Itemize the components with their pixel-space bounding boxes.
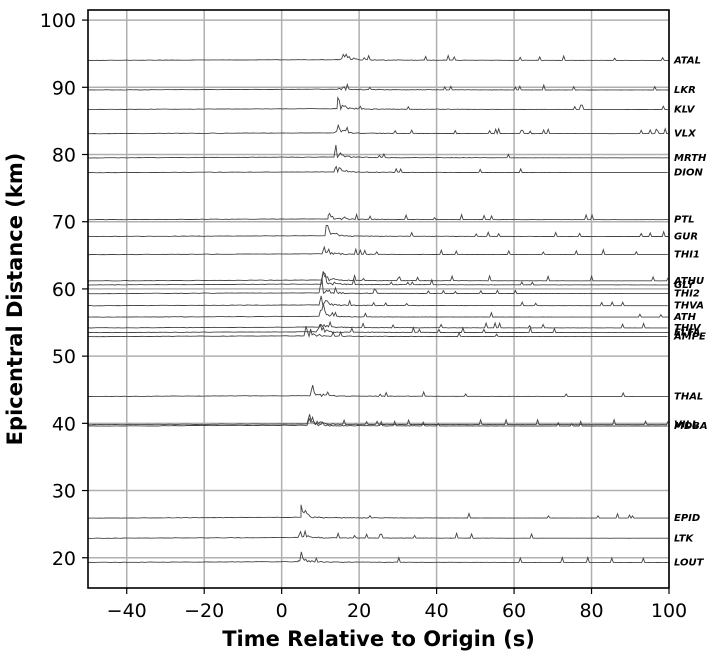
y-axis-label: Epicentral Distance (km) (3, 153, 27, 446)
trace-lout (87, 551, 669, 564)
trace-ath (87, 303, 669, 318)
y-tick-label: 40 (52, 413, 76, 435)
trace-gly (87, 271, 669, 286)
trace-gur (88, 225, 669, 238)
trace-thi1 (87, 245, 668, 256)
plot-frame (87, 9, 670, 589)
station-label-mrth: MRTH (674, 153, 707, 164)
y-tick-label: 90 (52, 77, 76, 99)
trace-thal (87, 384, 669, 398)
y-tick-label: 80 (52, 145, 76, 167)
traces (87, 53, 669, 564)
trace-thi2 (87, 277, 669, 295)
x-tick-label: 80 (579, 600, 603, 622)
trace-dion (87, 165, 668, 174)
trace-lkr (87, 82, 669, 92)
station-label-thal: THAL (674, 392, 703, 403)
station-label-vill: VILL (674, 420, 698, 431)
station-label-ltk: LTK (674, 533, 695, 544)
trace-ltk (87, 529, 669, 539)
trace-ptl (87, 212, 669, 221)
station-label-atal: ATAL (673, 55, 701, 66)
station-label-thi2: THI2 (674, 289, 700, 300)
station-label-thva: THVA (674, 301, 704, 312)
x-tick-label: −20 (184, 600, 224, 622)
station-label-vlx: VLX (674, 129, 697, 140)
trace-atal (87, 53, 669, 61)
trace-mrth (87, 144, 669, 159)
station-label-dion: DION (674, 168, 704, 179)
station-label-elfa: ELFA (674, 328, 700, 339)
y-tick-label: 100 (40, 10, 76, 32)
trace-thiv (87, 320, 668, 329)
station-label-gly: GLY (674, 280, 696, 291)
x-tick-label: 60 (502, 600, 526, 622)
trace-klv (88, 96, 668, 111)
trace-vlx (87, 123, 669, 136)
trace-thva (87, 295, 668, 307)
y-tick-label: 20 (52, 548, 76, 570)
trace-epid (87, 504, 669, 519)
station-label-gur: GUR (674, 232, 698, 243)
station-labels: ATALLKRKLVVLXMRTHDIONPTLGURTHI1ATHUGLYTH… (673, 55, 708, 568)
trace-elfa (87, 323, 669, 334)
y-tick-label: 50 (52, 346, 76, 368)
station-label-ath: ATH (673, 312, 697, 323)
station-label-athu: ATHU (673, 276, 704, 287)
x-tick-label: 40 (425, 600, 449, 622)
trace-ampe (88, 326, 668, 338)
axis-ticks: −40 −20 0 20 40 60 80 100 20 30 40 50 60 70 80 90 100 (40, 10, 687, 622)
station-label-klv: KLV (674, 105, 696, 116)
trace-mdba (87, 417, 668, 427)
x-tick-label: −40 (107, 600, 147, 622)
x-tick-label: 20 (347, 600, 371, 622)
y-tick-label: 30 (52, 481, 76, 503)
x-tick-label: 100 (651, 600, 687, 622)
y-tick-label: 70 (52, 212, 76, 234)
station-label-thiv: THIV (674, 323, 702, 334)
station-label-mdba: MDBA (674, 421, 708, 432)
trace-athu (87, 271, 669, 282)
station-label-epid: EPID (674, 513, 700, 524)
trace-vill (87, 414, 669, 426)
station-label-lout: LOUT (674, 558, 705, 569)
x-axis-label: Time Relative to Origin (s) (222, 627, 535, 651)
station-label-ptl: PTL (674, 215, 695, 226)
station-label-thi1: THI1 (674, 250, 700, 261)
y-tick-label: 60 (52, 279, 76, 301)
station-label-ampe: AMPE (673, 332, 706, 343)
station-label-lkr: LKR (674, 85, 696, 96)
x-tick-label: 0 (276, 600, 288, 622)
grid (88, 10, 670, 588)
